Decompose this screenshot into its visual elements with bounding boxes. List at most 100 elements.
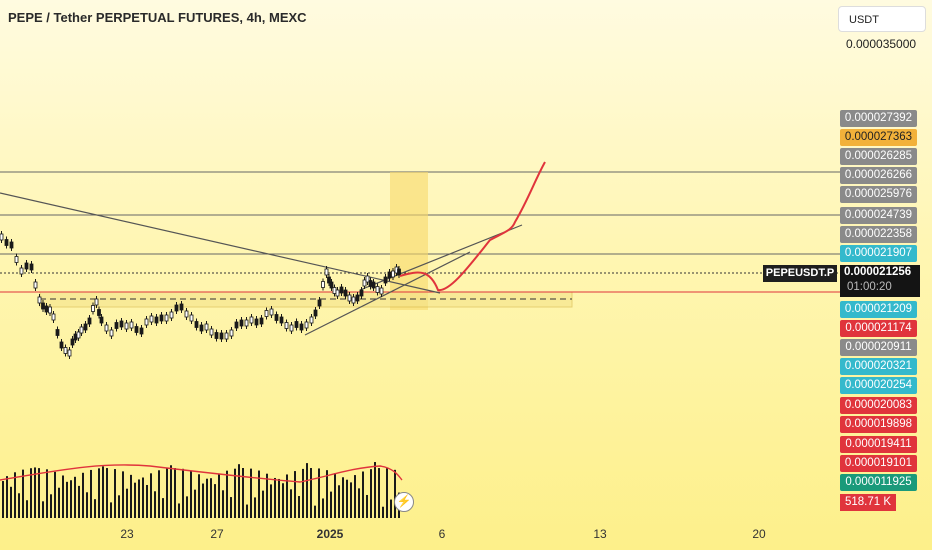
candle-body (249, 316, 254, 324)
volume-label: 518.71 K (840, 494, 896, 511)
candle-body (343, 289, 348, 297)
volume-bar (234, 468, 236, 518)
price-tag: 0.000019898 (840, 416, 917, 433)
volume-bar (18, 493, 20, 518)
volume-bar (222, 490, 224, 518)
candle-body (329, 281, 334, 289)
price-tag: 0.000019101 (840, 455, 917, 472)
price-tag: 0.000021174 (840, 320, 917, 337)
price-tag: 0.000027392 (840, 110, 917, 127)
highlight-zone (390, 172, 428, 310)
volume-bar (190, 470, 192, 518)
volume-bar (330, 491, 332, 518)
volume-bar (166, 468, 168, 518)
candle-body (83, 323, 88, 331)
volume-bar (14, 472, 16, 518)
volume-bar (302, 468, 304, 518)
volume-bar (122, 471, 124, 518)
x-label-13: 13 (593, 527, 607, 541)
volume-bar (54, 471, 56, 518)
candle-body (391, 270, 395, 278)
forecast-path (399, 161, 546, 292)
candle-body (63, 347, 68, 354)
candle-body (254, 318, 259, 326)
volume-bar (110, 502, 112, 518)
candle-body (304, 321, 309, 329)
volume-bar (130, 474, 132, 518)
volume-bar (146, 484, 148, 518)
candle-body (279, 316, 284, 324)
volume-bar (346, 479, 348, 518)
candle-body (164, 314, 169, 322)
candle-body (139, 327, 144, 335)
candle-body (94, 298, 99, 306)
candle-body (114, 322, 119, 329)
candle-body (109, 329, 114, 337)
price-tag: 0.000020911 (840, 339, 917, 356)
lightning-icon[interactable]: ⚡ (394, 492, 414, 512)
candle-body (154, 316, 159, 324)
volume-bar (390, 499, 392, 518)
volume-bar (226, 470, 228, 518)
volume-bar (186, 496, 188, 518)
volume-bar (350, 482, 352, 518)
volume-bar (34, 467, 36, 518)
volume-bar (98, 468, 100, 518)
candle-body (199, 324, 204, 332)
volume-bar (338, 485, 340, 518)
x-label-2025: 2025 (316, 527, 344, 541)
volume-bar (126, 488, 128, 518)
candle-body (70, 338, 75, 346)
candle-body (214, 332, 219, 339)
volume-bar (374, 462, 376, 518)
candle-body (79, 326, 84, 334)
volume-bar (238, 464, 240, 518)
candle-body (209, 328, 214, 336)
price-tag: 0.000011925 (840, 474, 917, 491)
volume-bar (334, 473, 336, 518)
candle-body (324, 268, 329, 276)
volume-bar (322, 498, 324, 518)
candle-body (169, 311, 174, 319)
candle-body (284, 322, 289, 329)
candle-body (309, 316, 314, 324)
candle-body (313, 309, 318, 317)
candle-body (129, 321, 134, 329)
volume-bar (210, 478, 212, 518)
candle-body (4, 239, 9, 246)
candle-body (219, 332, 224, 340)
candle-body (44, 305, 49, 313)
candle-body (184, 310, 189, 318)
candle-body (149, 315, 154, 323)
volume-bar (78, 485, 80, 518)
candle-body (359, 289, 364, 297)
x-label-20: 20 (752, 527, 766, 541)
volume-bar (170, 465, 172, 518)
volume-bar (262, 490, 264, 518)
candle-body (274, 314, 279, 321)
volume-bar (134, 482, 136, 518)
volume-bar (294, 471, 296, 518)
volume-bar (118, 495, 120, 518)
volume-bar (42, 501, 44, 518)
candle-body (294, 321, 299, 328)
volume-bar (150, 473, 152, 518)
volume-bar (50, 494, 52, 518)
volume-ma-line (0, 464, 403, 483)
volume-bar (142, 477, 144, 518)
candle-body (0, 233, 4, 241)
price-tag: 0.000019411 (840, 436, 917, 453)
volume-bar (162, 498, 164, 518)
candle-body (379, 287, 384, 295)
candle-body (244, 319, 249, 327)
volume-bar (138, 479, 140, 518)
currency-selector[interactable]: USDT (838, 6, 926, 32)
price-tag: 0.000027363 (840, 129, 917, 146)
candle-body (317, 299, 322, 307)
volume-bar (378, 468, 380, 518)
volume-bar (366, 494, 368, 518)
candle-body (204, 323, 209, 331)
volume-bar (270, 484, 272, 518)
price-tag: 0.000021907 (840, 245, 917, 262)
